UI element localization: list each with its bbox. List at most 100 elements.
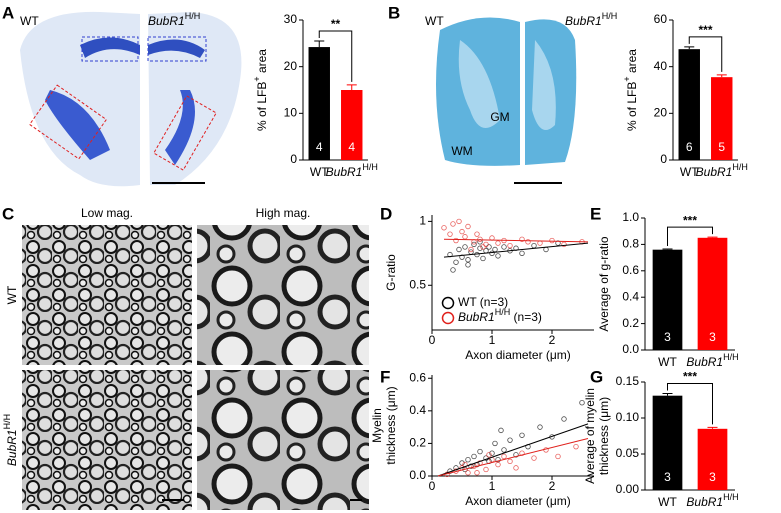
row-label: WT [5, 285, 19, 304]
point [492, 440, 498, 447]
column-label: Low mag. [81, 206, 133, 220]
panel-label: D [380, 204, 392, 223]
x-tick-label: BubR1H/H [696, 162, 748, 179]
panel-label: F [380, 367, 390, 386]
y-tick-label: 30 [284, 12, 298, 26]
point [480, 244, 486, 250]
y-tick-label: 1.0 [622, 210, 639, 224]
text-part: WT [20, 14, 39, 28]
error-bar [662, 248, 673, 250]
n-label: 4 [348, 140, 355, 154]
em-images [22, 225, 369, 510]
text-part: WT [658, 355, 677, 369]
point [579, 399, 585, 406]
point [486, 452, 492, 458]
point [561, 416, 567, 422]
text-part: BubR1 [565, 14, 602, 28]
x-tick-label: 1 [489, 333, 496, 347]
text-part: % of LFB [255, 82, 269, 131]
x-tick-label: BubR1H/H [686, 352, 738, 369]
region-label: WM [451, 144, 472, 158]
point [468, 463, 474, 469]
text-part: BubR1 [686, 355, 723, 369]
point [471, 241, 477, 248]
y-tick-label: 0 [290, 152, 297, 166]
text-part: thickness (μm) [597, 397, 611, 475]
x-tick-label: WT [680, 165, 699, 179]
y-axis-label: thickness (μm) [384, 386, 398, 464]
point [519, 432, 525, 438]
x-tick-label: WT [658, 355, 677, 369]
significance: *** [683, 370, 697, 384]
error-bar [346, 84, 357, 90]
text-part: BubR1 [458, 310, 495, 324]
y-tick-label: 20 [654, 106, 668, 120]
point [441, 225, 447, 231]
text-part: GM [490, 110, 509, 124]
point [519, 236, 525, 242]
panel-label: B [388, 3, 400, 22]
point [513, 465, 519, 471]
point [477, 236, 483, 242]
y-axis-label: Myelin [370, 408, 384, 443]
text-part: area [255, 49, 269, 77]
point [495, 253, 501, 259]
point [555, 453, 561, 460]
point [531, 242, 537, 249]
bar [697, 237, 728, 350]
text-part: WT [658, 495, 677, 509]
error-bar [707, 426, 718, 429]
point [453, 259, 459, 265]
row-label: BubR1H/H [2, 414, 19, 466]
point [450, 267, 456, 273]
y-tick-label: 0.2 [622, 316, 639, 330]
y-tick-label: 0.5 [409, 277, 426, 291]
point [459, 254, 465, 260]
point [489, 250, 495, 257]
text-part: + [622, 76, 632, 81]
spinal-image [436, 17, 577, 184]
point [462, 244, 468, 250]
text-part: H/H [2, 414, 12, 430]
fit-line [443, 242, 589, 258]
text-part: WT [310, 165, 329, 179]
y-tick-label: 0.2 [409, 436, 426, 450]
point [519, 250, 525, 257]
n-label: 3 [709, 330, 716, 344]
text-part: Myelin [370, 408, 384, 443]
y-tick-label: 40 [654, 59, 668, 73]
point [483, 241, 489, 248]
point [507, 437, 513, 443]
legend-label: BubR1H/H (n=3) [458, 307, 542, 324]
fit-line [443, 238, 589, 243]
significance-bracket [667, 383, 713, 425]
brain-image [20, 11, 242, 187]
text-part: H/H [732, 162, 748, 172]
point [480, 255, 486, 262]
panel-label: C [2, 204, 14, 223]
significance-bracket [318, 30, 353, 82]
error-bar [707, 236, 718, 238]
legend-label: WT (n=3) [458, 295, 508, 309]
x-tick-label: WT [310, 165, 329, 179]
text-part: + [252, 76, 262, 81]
significance: *** [683, 213, 697, 227]
text-part: WM [451, 144, 472, 158]
text-part: Average of myelin [583, 388, 597, 484]
point [495, 461, 501, 468]
text-part: G-ratio [384, 254, 398, 291]
text-part: BubR1 [686, 495, 723, 509]
text-part: H/H [362, 162, 378, 172]
bar [697, 428, 728, 490]
text-part: WT [5, 285, 19, 304]
point [474, 231, 480, 237]
y-tick-label: 0.0 [622, 342, 639, 356]
point [477, 448, 483, 455]
n-label: 4 [316, 140, 323, 154]
text-part: BubR1 [5, 429, 19, 466]
y-tick-label: 0.15 [616, 374, 640, 388]
text-part: WT [680, 165, 699, 179]
text-part: % of LFB [625, 82, 639, 131]
point [489, 450, 495, 456]
